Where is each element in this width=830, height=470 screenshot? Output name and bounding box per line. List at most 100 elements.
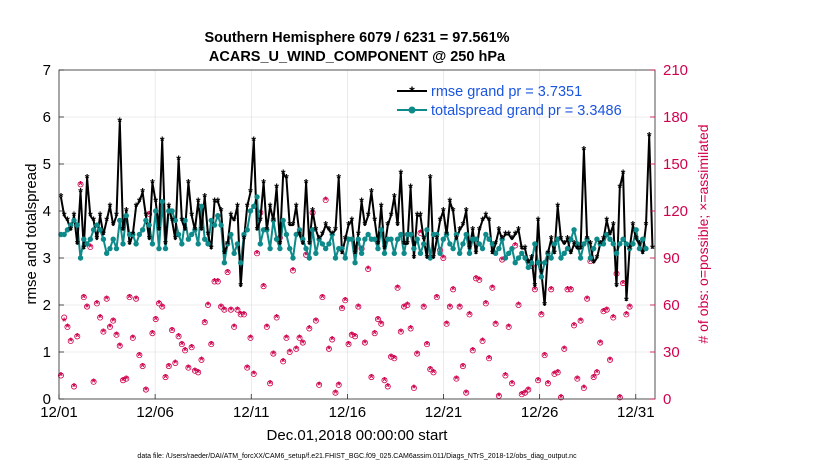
- spread-point: [463, 231, 469, 238]
- obs-assimilated-marker: *: [552, 369, 557, 381]
- obs-assimilated-marker: *: [281, 357, 286, 369]
- obs-assimilated-marker: *: [222, 305, 227, 317]
- obs-possible-marker: [512, 242, 519, 249]
- obs-possible-marker: [113, 331, 120, 338]
- obs-assimilated-marker: *: [493, 319, 498, 331]
- spread-point: [590, 245, 597, 252]
- obs-possible-marker: [342, 297, 349, 304]
- obs-assimilated-marker: *: [516, 300, 521, 312]
- spread-point: [414, 236, 420, 242]
- obs-assimilated-marker: *: [288, 347, 293, 359]
- obs-possible-marker: [120, 377, 127, 384]
- obs-assimilated-marker: *: [144, 385, 149, 397]
- spread-point: [440, 236, 447, 242]
- obs-assimilated-marker: *: [444, 319, 449, 331]
- right-y-tick-label: 120: [663, 203, 688, 220]
- spread-point: [319, 241, 326, 247]
- spread-point: [247, 208, 254, 214]
- spread-point: [466, 250, 473, 256]
- rmse-point: *: [389, 209, 394, 223]
- rmse-point: *: [611, 219, 616, 233]
- rmse-point: *: [91, 214, 96, 228]
- obs-possible-marker: [430, 369, 437, 376]
- obs-possible-marker: [64, 323, 71, 330]
- rmse-point: *: [327, 223, 332, 237]
- obs-possible-marker: [339, 305, 346, 312]
- legend-entry-rmse: * rmse grand pr = 3.7351: [397, 83, 582, 100]
- obs-possible-marker: [322, 197, 329, 204]
- obs-possible-marker: [557, 394, 564, 401]
- rmse-point: *: [444, 228, 449, 242]
- spread-point: [182, 217, 188, 224]
- obs-assimilated-marker: *: [549, 285, 554, 297]
- rmse-point: *: [415, 209, 420, 223]
- rmse-point: *: [392, 190, 397, 204]
- obs-possible-marker: [368, 374, 375, 381]
- obs-assimilated-marker: *: [487, 353, 492, 365]
- rmse-point: *: [349, 214, 354, 228]
- rmse-point: *: [601, 233, 606, 247]
- spread-point: [584, 236, 590, 242]
- spread-point: [146, 222, 152, 228]
- obs-possible-marker: [172, 359, 179, 366]
- spread-point: [71, 217, 77, 224]
- rmse-point: *: [591, 256, 596, 270]
- rmse-point: *: [467, 242, 472, 256]
- obs-assimilated-marker: *: [157, 299, 162, 311]
- spread-point: [437, 250, 443, 256]
- rmse-point: *: [59, 190, 64, 204]
- obs-assimilated-marker: *: [569, 285, 574, 297]
- rmse-point: *: [251, 134, 256, 148]
- obs-possible-marker: [139, 363, 146, 370]
- obs-possible-marker: [155, 300, 162, 307]
- obs-possible-marker: [61, 314, 68, 321]
- right-y-tick-label: 60: [663, 297, 680, 314]
- obs-possible-marker: [57, 372, 64, 379]
- obs-assimilated-marker: *: [225, 267, 230, 279]
- spread-point: [626, 245, 633, 252]
- obs-assimilated-marker: *: [327, 344, 332, 356]
- spread-point: [313, 250, 319, 256]
- obs-assimilated-marker: *: [196, 368, 201, 380]
- obs-assimilated-marker: *: [346, 339, 351, 351]
- spread-point: [172, 217, 179, 224]
- obs-assimilated-marker: *: [418, 228, 423, 240]
- obs-assimilated-marker: *: [229, 305, 234, 317]
- obs-possible-marker: [394, 284, 401, 291]
- rmse-point: *: [395, 219, 400, 233]
- rmse-point: *: [157, 223, 162, 237]
- rmse-point: *: [595, 252, 600, 266]
- rmse-point: *: [448, 195, 453, 209]
- spread-point: [522, 255, 528, 261]
- obs-assimilated-marker: *: [95, 299, 100, 311]
- obs-assimilated-marker: *: [474, 274, 479, 286]
- spread-point: [175, 231, 182, 238]
- obs-assimilated-marker: *: [425, 339, 430, 351]
- obs-assimilated-marker: *: [261, 281, 266, 293]
- spread-point: [571, 227, 577, 233]
- obs-assimilated-marker: *: [471, 346, 476, 358]
- obs-possible-marker: [453, 375, 460, 382]
- rmse-point: *: [572, 237, 577, 251]
- obs-possible-marker: [270, 350, 277, 357]
- obs-assimilated-marker: *: [324, 195, 329, 207]
- obs-possible-marker: [388, 353, 395, 360]
- obs-assimilated-marker: *: [435, 292, 440, 304]
- obs-assimilated-marker: *: [137, 350, 142, 362]
- rmse-point: *: [539, 266, 544, 280]
- rmse-point: *: [627, 242, 632, 256]
- obs-possible-marker: [90, 378, 97, 385]
- obs-possible-marker: [518, 391, 525, 398]
- obs-possible-marker: [423, 341, 430, 348]
- spread-point: [202, 236, 208, 242]
- obs-possible-marker: [495, 392, 502, 399]
- x-tick-label: 12/16: [329, 404, 367, 421]
- rmse-point: *: [307, 237, 312, 251]
- y-tick-label: 4: [43, 203, 51, 220]
- obs-assimilated-marker: *: [307, 324, 312, 336]
- obs-assimilated-marker: *: [124, 374, 129, 386]
- obs-possible-marker: [312, 317, 319, 324]
- right-y-tick-label: 150: [663, 156, 688, 173]
- rmse-point: *: [140, 186, 145, 200]
- obs-assimilated-marker: *: [500, 255, 505, 267]
